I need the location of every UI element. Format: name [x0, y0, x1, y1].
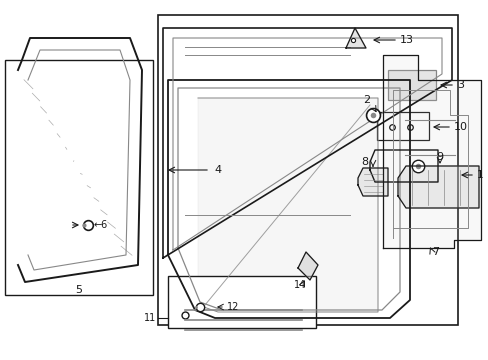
Text: ←6: ←6 [94, 220, 108, 230]
Text: 12: 12 [226, 302, 239, 312]
Polygon shape [357, 168, 387, 196]
Text: 7: 7 [431, 247, 439, 257]
Polygon shape [397, 166, 478, 208]
Text: 2: 2 [362, 95, 369, 105]
Bar [168, 276, 315, 328]
Bar [5, 60, 153, 295]
Text: 1: 1 [476, 170, 483, 180]
Bar [387, 70, 435, 100]
Text: 5: 5 [75, 285, 82, 295]
Polygon shape [297, 252, 317, 280]
Polygon shape [198, 98, 377, 312]
Bar [158, 15, 457, 325]
Text: 13: 13 [399, 35, 413, 45]
Text: 8: 8 [361, 157, 368, 167]
Text: 9: 9 [436, 152, 443, 162]
Text: 14: 14 [293, 280, 305, 290]
Text: 4: 4 [214, 165, 221, 175]
Polygon shape [382, 55, 480, 248]
Text: 3: 3 [456, 80, 463, 90]
Text: 11: 11 [143, 313, 156, 323]
Text: 10: 10 [453, 122, 467, 132]
Bar [376, 112, 428, 140]
Polygon shape [346, 28, 365, 48]
